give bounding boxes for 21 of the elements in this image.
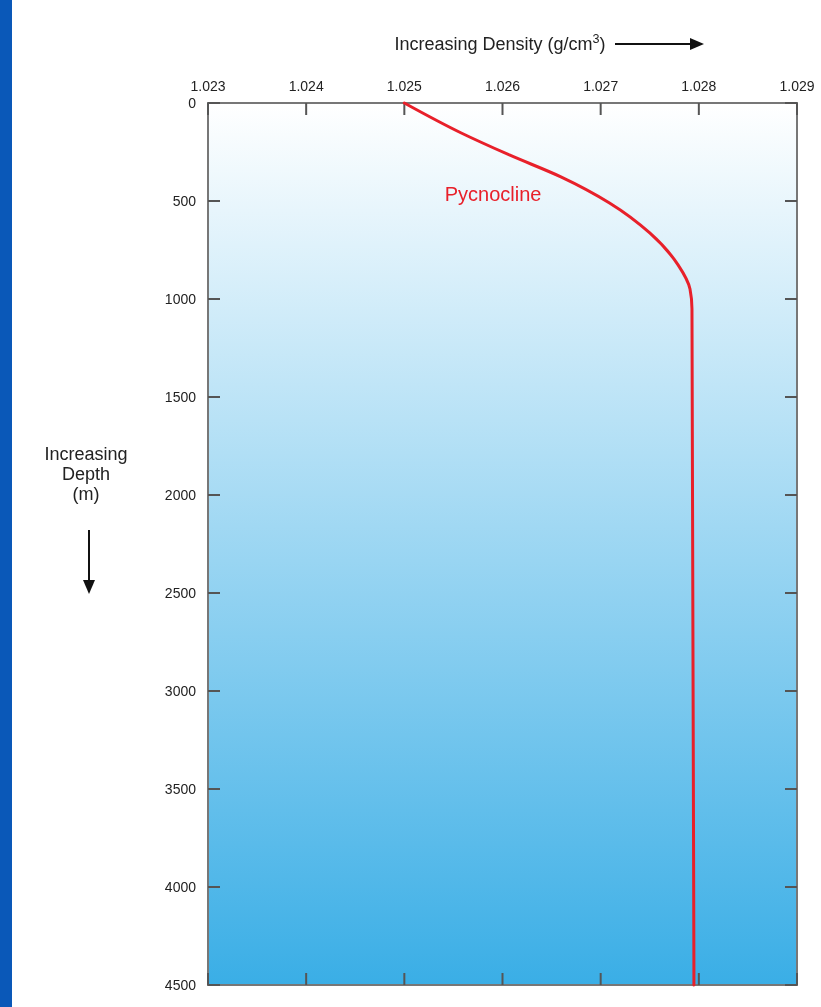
y-tick-label: 500 xyxy=(172,193,197,209)
y-tick-label: 1000 xyxy=(164,291,197,307)
x-tick-label: 1.024 xyxy=(288,78,324,94)
x-tick-label: 1.027 xyxy=(583,78,619,94)
x-tick-label: 1.026 xyxy=(484,78,521,94)
y-tick-label: 4000 xyxy=(164,879,197,895)
y-tick-label: 3000 xyxy=(164,683,197,699)
series-label: Pycnocline xyxy=(444,183,542,206)
x-tick-label: 1.023 xyxy=(190,78,226,94)
x-axis-title: Increasing Density (g/cm$^{3}$) xyxy=(394,32,606,54)
y-tick-label: 0 xyxy=(188,95,197,111)
y-tick-label: 2500 xyxy=(164,585,197,601)
y-tick-label: 1500 xyxy=(164,389,197,405)
y-tick-label: 4500 xyxy=(164,977,197,993)
line-series xyxy=(402,101,696,987)
x-tick-label: 1.028 xyxy=(681,78,717,94)
x-tick-label: 1.029 xyxy=(779,78,815,94)
x-tick-label: 1.025 xyxy=(386,78,423,94)
y-tick-label: 3500 xyxy=(164,781,197,797)
y-axis-title: Increasing Depth (m) xyxy=(44,444,128,504)
y-tick-label: 2000 xyxy=(164,487,197,503)
